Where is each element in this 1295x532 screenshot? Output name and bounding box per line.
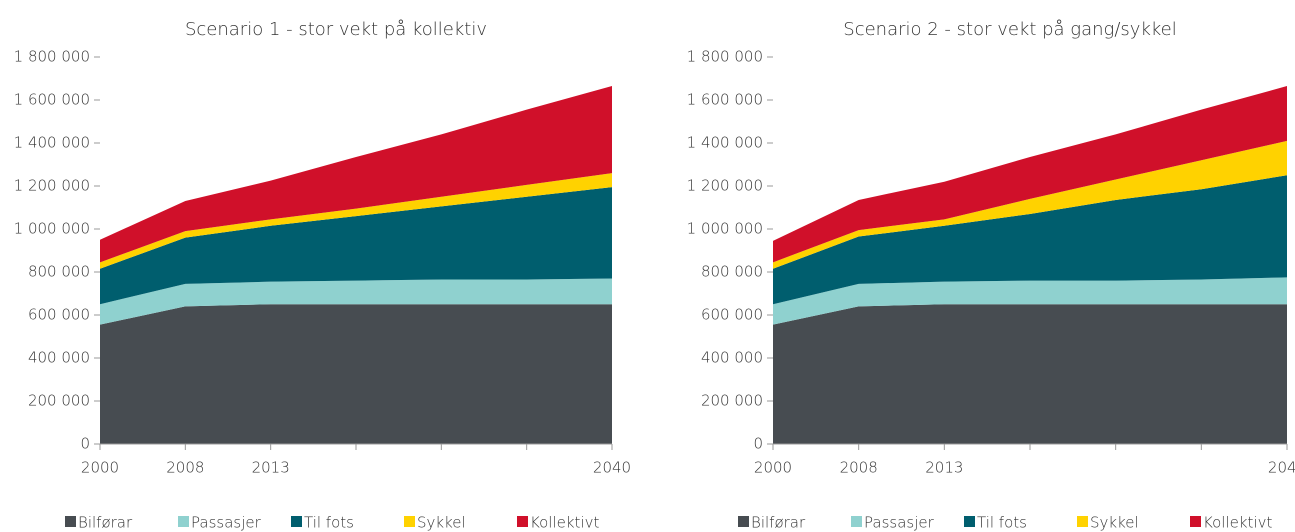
y-tick-label: 1 200 000 (687, 177, 763, 195)
y-tick-label: 400 000 (28, 349, 90, 367)
legend-label: Sykkel (1090, 514, 1139, 532)
legend-label: Passasjer (191, 514, 262, 532)
y-tick-label: 1 800 000 (14, 48, 90, 66)
y-tick-label: 1 200 000 (14, 177, 90, 195)
area (100, 278, 612, 325)
legend-label: Kollektivt (1203, 514, 1272, 532)
y-tick-label: 1 400 000 (687, 134, 763, 152)
legend-swatch (738, 516, 749, 527)
chart-title: Scenario 1 - stor vekt på kollektiv (185, 19, 487, 40)
y-tick-label: 800 000 (701, 263, 763, 281)
area (100, 173, 612, 269)
area (100, 187, 612, 305)
legend-label: Bilførar (751, 514, 806, 532)
x-tick-label: 2000 (81, 459, 119, 477)
y-tick-label: 0 (753, 435, 763, 453)
x-tick-label: 2013 (252, 459, 290, 477)
x-tick-label: 2013 (925, 459, 963, 477)
y-tick-label: 600 000 (28, 306, 90, 324)
area (773, 277, 1287, 325)
legend-swatch (291, 516, 302, 527)
y-tick-label: 800 000 (28, 263, 90, 281)
legend-swatch (178, 516, 189, 527)
legend-swatch (404, 516, 415, 527)
legend-label: Bilførar (78, 514, 133, 532)
x-tick-label: 2040 (1268, 459, 1295, 477)
y-tick-label: 1 000 000 (14, 220, 90, 238)
area (773, 140, 1287, 269)
legend-label: Sykkel (417, 514, 466, 532)
legend-swatch (851, 516, 862, 527)
area (773, 86, 1287, 263)
x-tick-label: 2008 (166, 459, 204, 477)
y-tick-label: 1 600 000 (687, 91, 763, 109)
y-tick-label: 1 800 000 (687, 48, 763, 66)
y-tick-label: 200 000 (701, 392, 763, 410)
y-tick-label: 1 600 000 (14, 91, 90, 109)
legend-swatch (964, 516, 975, 527)
chart-title: Scenario 2 - stor vekt på gang/sykkel (843, 19, 1176, 40)
legend-swatch (517, 516, 528, 527)
legend-swatch (65, 516, 76, 527)
y-tick-label: 600 000 (701, 306, 763, 324)
x-tick-label: 2040 (593, 459, 631, 477)
x-tick-label: 2000 (754, 459, 792, 477)
x-tick-label: 2008 (840, 459, 878, 477)
area (773, 304, 1287, 444)
y-tick-label: 200 000 (28, 392, 90, 410)
area (773, 175, 1287, 305)
legend-label: Kollektivt (530, 514, 599, 532)
y-tick-label: 1 000 000 (687, 220, 763, 238)
y-tick-label: 400 000 (701, 349, 763, 367)
legend-label: Til fots (977, 514, 1027, 532)
legend-label: Passasjer (864, 514, 935, 532)
y-tick-label: 1 400 000 (14, 134, 90, 152)
area (100, 304, 612, 444)
legend-swatch (1077, 516, 1088, 527)
legend-swatch (1190, 516, 1201, 527)
area (100, 86, 612, 263)
legend-label: Til fots (304, 514, 354, 532)
y-tick-label: 0 (80, 435, 90, 453)
